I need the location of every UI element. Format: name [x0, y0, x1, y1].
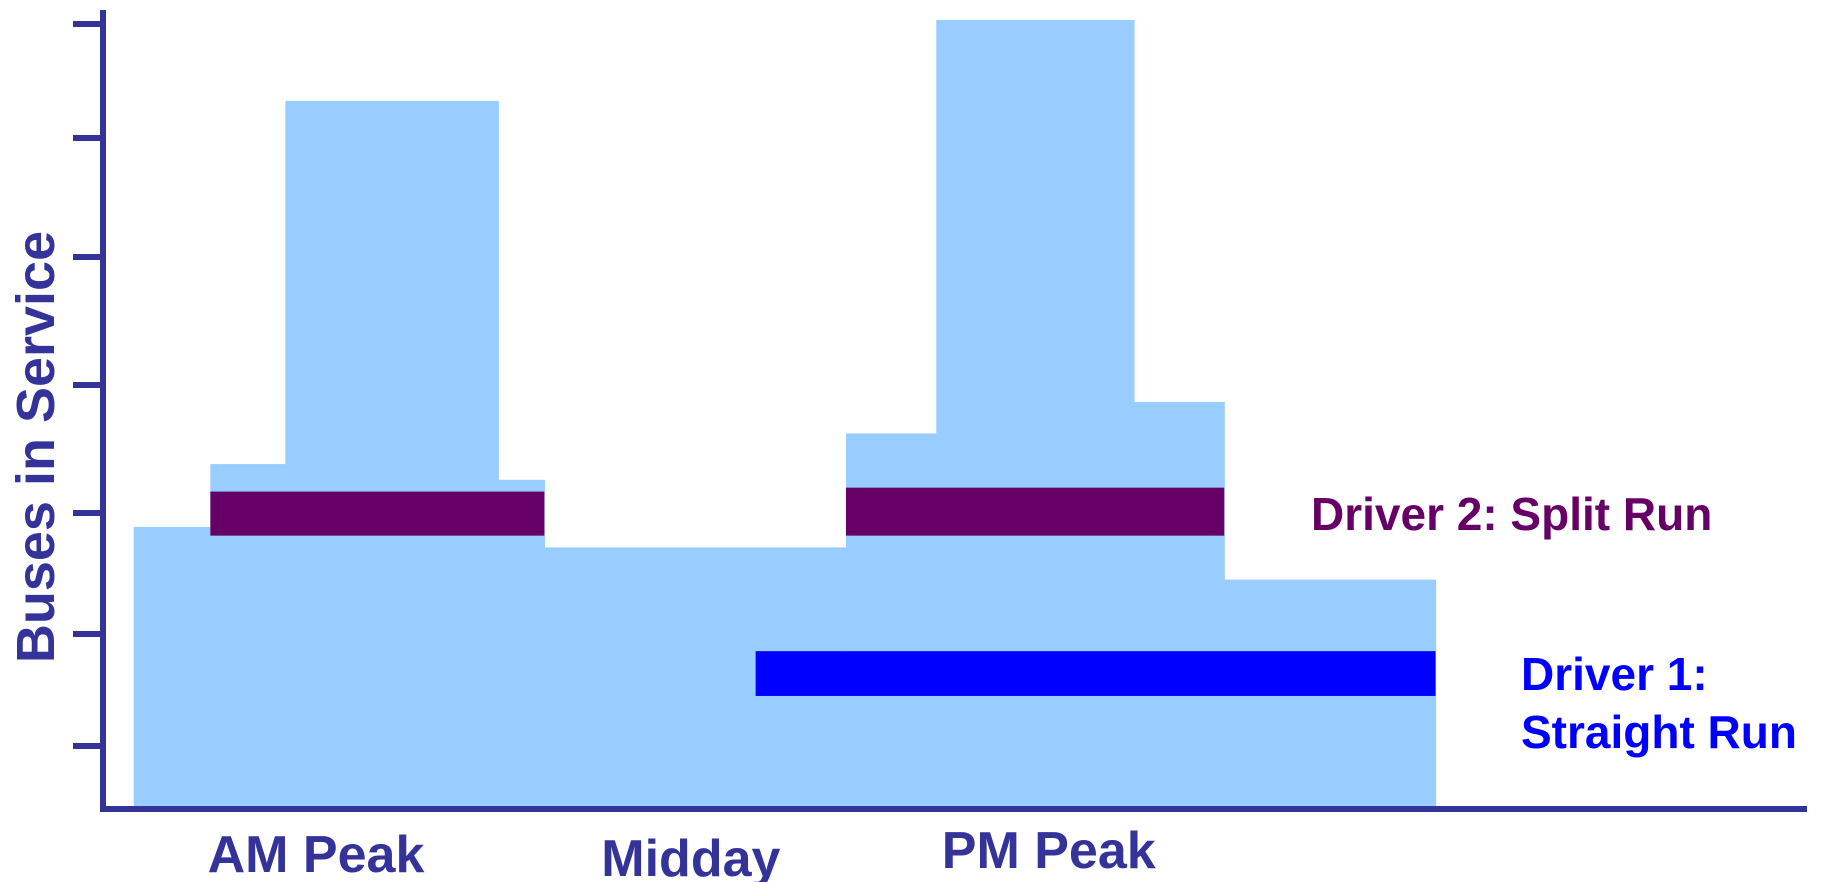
category-label-pm-peak: PM Peak — [942, 822, 1156, 880]
run-label-driver-2-line-1: Driver 2: Split Run — [1311, 488, 1712, 540]
run-labels: Driver 2: Split Run Driver 1: Straight Run — [1311, 488, 1797, 758]
category-label-midday: Midday — [601, 830, 780, 882]
service-step-1 — [133, 526, 211, 806]
axes — [73, 10, 1807, 812]
x-category-labels: AM Peak Midday PM Peak — [208, 822, 1156, 882]
driver-2-run-bar-2 — [845, 487, 1225, 536]
service-step-8 — [1133, 401, 1225, 806]
driver-runs — [210, 487, 1436, 696]
driver-2-run-bar-1 — [210, 491, 545, 536]
category-label-am-peak: AM Peak — [208, 826, 425, 882]
y-axis-ticks — [73, 21, 103, 749]
y-axis-label: Buses in Service — [6, 231, 66, 663]
run-label-driver-1-line-2: Straight Run — [1521, 706, 1797, 758]
service-step-3 — [285, 100, 499, 806]
run-label-driver-1-line-1: Driver 1: — [1521, 648, 1708, 700]
driver-1-run-bar-1 — [755, 651, 1436, 696]
